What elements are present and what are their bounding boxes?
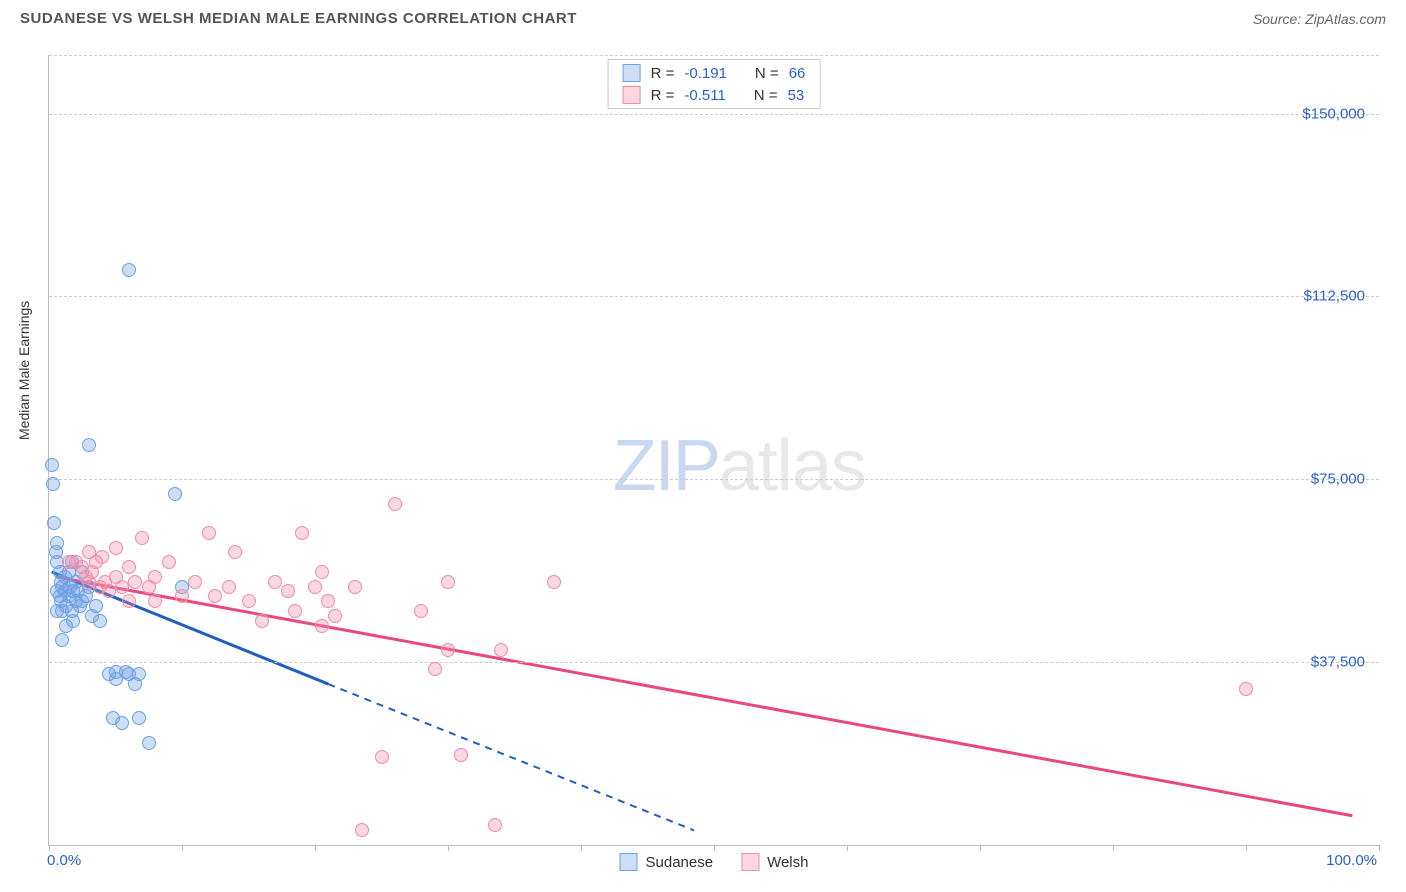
x-tick — [182, 845, 183, 851]
data-point — [375, 750, 389, 764]
data-point — [268, 575, 282, 589]
gridline — [49, 662, 1379, 663]
source-label: Source: ZipAtlas.com — [1253, 11, 1386, 27]
chart-header: SUDANESE VS WELSH MEDIAN MALE EARNINGS C… — [0, 0, 1406, 27]
data-point — [115, 716, 129, 730]
data-point — [494, 643, 508, 657]
y-tick-label: $37,500 — [1311, 654, 1365, 671]
data-point — [388, 497, 402, 511]
legend-row: R = -0.511N = 53 — [609, 84, 820, 106]
data-point — [308, 580, 322, 594]
data-point — [255, 614, 269, 628]
data-point — [188, 575, 202, 589]
correlation-legend: R = -0.191N = 66R = -0.511N = 53 — [608, 59, 821, 109]
legend-swatch — [620, 853, 638, 871]
x-tick — [1113, 845, 1114, 851]
data-point — [82, 438, 96, 452]
data-point — [547, 575, 561, 589]
x-tick — [315, 845, 316, 851]
gridline — [49, 479, 1379, 480]
data-point — [428, 662, 442, 676]
data-point — [115, 580, 129, 594]
x-tick-label: 0.0% — [47, 852, 81, 869]
data-point — [135, 531, 149, 545]
data-point — [148, 570, 162, 584]
x-tick — [581, 845, 582, 851]
data-point — [228, 545, 242, 559]
data-point — [122, 263, 136, 277]
data-point — [132, 667, 146, 681]
data-point — [488, 818, 502, 832]
data-point — [148, 594, 162, 608]
data-point — [168, 487, 182, 501]
data-point — [328, 609, 342, 623]
data-point — [175, 589, 189, 603]
data-point — [288, 604, 302, 618]
correlation-chart: ZIPatlas R = -0.191N = 66R = -0.511N = 5… — [48, 55, 1379, 846]
data-point — [162, 555, 176, 569]
gridline — [49, 114, 1379, 115]
legend-row: R = -0.191N = 66 — [609, 62, 820, 84]
data-point — [132, 711, 146, 725]
data-point — [355, 823, 369, 837]
data-point — [122, 594, 136, 608]
x-tick — [49, 845, 50, 851]
data-point — [315, 565, 329, 579]
data-point — [95, 550, 109, 564]
x-tick — [714, 845, 715, 851]
data-point — [109, 541, 123, 555]
x-tick — [847, 845, 848, 851]
data-point — [50, 536, 64, 550]
chart-title: SUDANESE VS WELSH MEDIAN MALE EARNINGS C… — [20, 10, 577, 27]
data-point — [315, 619, 329, 633]
y-tick-label: $150,000 — [1302, 105, 1365, 122]
data-point — [122, 560, 136, 574]
data-point — [46, 477, 60, 491]
y-tick-label: $75,000 — [1311, 471, 1365, 488]
legend-swatch — [741, 853, 759, 871]
data-point — [441, 643, 455, 657]
data-point — [208, 589, 222, 603]
trend-lines — [49, 55, 1379, 845]
series-legend: Sudanese Welsh — [620, 853, 809, 871]
data-point — [1239, 682, 1253, 696]
data-point — [89, 599, 103, 613]
data-point — [102, 584, 116, 598]
gridline — [49, 296, 1379, 297]
data-point — [128, 575, 142, 589]
data-point — [348, 580, 362, 594]
data-point — [142, 736, 156, 750]
legend-item: Sudanese — [620, 853, 714, 871]
legend-swatch — [623, 86, 641, 104]
data-point — [47, 516, 61, 530]
data-point — [45, 458, 59, 472]
x-tick — [1379, 845, 1380, 851]
x-tick — [980, 845, 981, 851]
watermark: ZIPatlas — [613, 425, 866, 507]
legend-item: Welsh — [741, 853, 808, 871]
data-point — [66, 614, 80, 628]
data-point — [281, 584, 295, 598]
data-point — [55, 633, 69, 647]
data-point — [321, 594, 335, 608]
data-point — [222, 580, 236, 594]
data-point — [202, 526, 216, 540]
data-point — [454, 748, 468, 762]
gridline — [49, 55, 1379, 56]
data-point — [295, 526, 309, 540]
y-tick-label: $112,500 — [1304, 288, 1365, 305]
data-point — [441, 575, 455, 589]
data-point — [93, 614, 107, 628]
x-tick — [1246, 845, 1247, 851]
data-point — [414, 604, 428, 618]
data-point — [242, 594, 256, 608]
x-tick — [448, 845, 449, 851]
y-axis-label: Median Male Earnings — [16, 301, 32, 440]
x-tick-label: 100.0% — [1326, 852, 1377, 869]
legend-swatch — [623, 64, 641, 82]
